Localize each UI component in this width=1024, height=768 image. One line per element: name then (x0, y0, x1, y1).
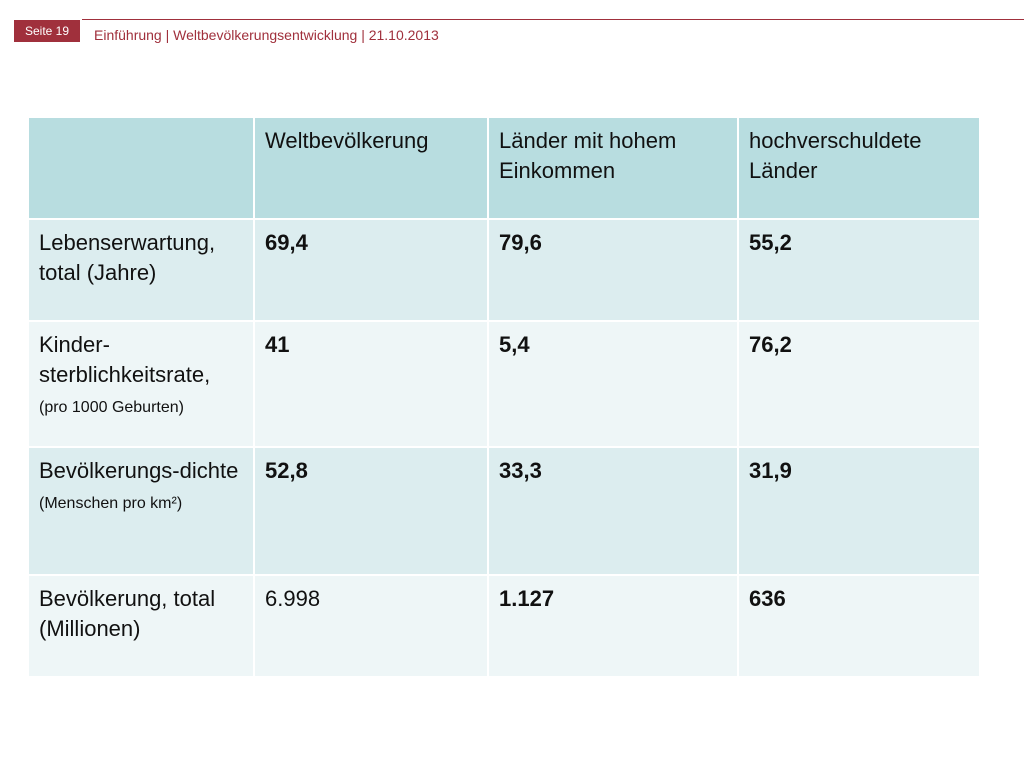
table-row: Bevölkerungs-dichte (Menschen pro km²) 5… (29, 448, 979, 574)
header-cell-indebted: hochverschuldete Länder (739, 118, 979, 218)
row-label-unit: (Menschen pro km²) (39, 495, 183, 512)
breadcrumb: Einführung | Weltbevölkerungsentwicklung… (94, 27, 439, 43)
row-label-main: Kinder-sterblichkeitsrate, (39, 332, 211, 387)
table-cell: 636 (739, 576, 979, 676)
row-label-unit: (pro 1000 Geburten) (39, 399, 184, 416)
table-row: Kinder-sterblichkeitsrate, (pro 1000 Geb… (29, 322, 979, 446)
header-cell-world: Weltbevölkerung (255, 118, 487, 218)
table-cell: 76,2 (739, 322, 979, 446)
table-header-row: Weltbevölkerung Länder mit hohem Einkomm… (29, 118, 979, 218)
data-table: Weltbevölkerung Länder mit hohem Einkomm… (27, 116, 981, 678)
table-cell: 1.127 (489, 576, 737, 676)
row-label: Bevölkerung, total (Millionen) (29, 576, 253, 676)
table-cell: 52,8 (255, 448, 487, 574)
header-cell-high-income: Länder mit hohem Einkommen (489, 118, 737, 218)
row-label: Kinder-sterblichkeitsrate, (pro 1000 Geb… (29, 322, 253, 446)
table-cell: 31,9 (739, 448, 979, 574)
row-label-main: Lebenserwartung, total (Jahre) (39, 230, 216, 285)
table-cell: 33,3 (489, 448, 737, 574)
table-cell: 41 (255, 322, 487, 446)
table-cell: 6.998 (255, 576, 487, 676)
table-row: Bevölkerung, total (Millionen) 6.998 1.1… (29, 576, 979, 676)
table-cell: 69,4 (255, 220, 487, 320)
row-label: Bevölkerungs-dichte (Menschen pro km²) (29, 448, 253, 574)
row-label-main: Bevölkerungs-dichte (39, 458, 239, 483)
table-cell: 5,4 (489, 322, 737, 446)
page-number-badge: Seite 19 (14, 20, 80, 42)
header-divider-line (82, 19, 1024, 20)
table-row: Lebenserwartung, total (Jahre) 69,4 79,6… (29, 220, 979, 320)
table-cell: 55,2 (739, 220, 979, 320)
header-cell-empty (29, 118, 253, 218)
row-label-main: Bevölkerung, total (Millionen) (39, 586, 216, 641)
row-label: Lebenserwartung, total (Jahre) (29, 220, 253, 320)
table-cell: 79,6 (489, 220, 737, 320)
